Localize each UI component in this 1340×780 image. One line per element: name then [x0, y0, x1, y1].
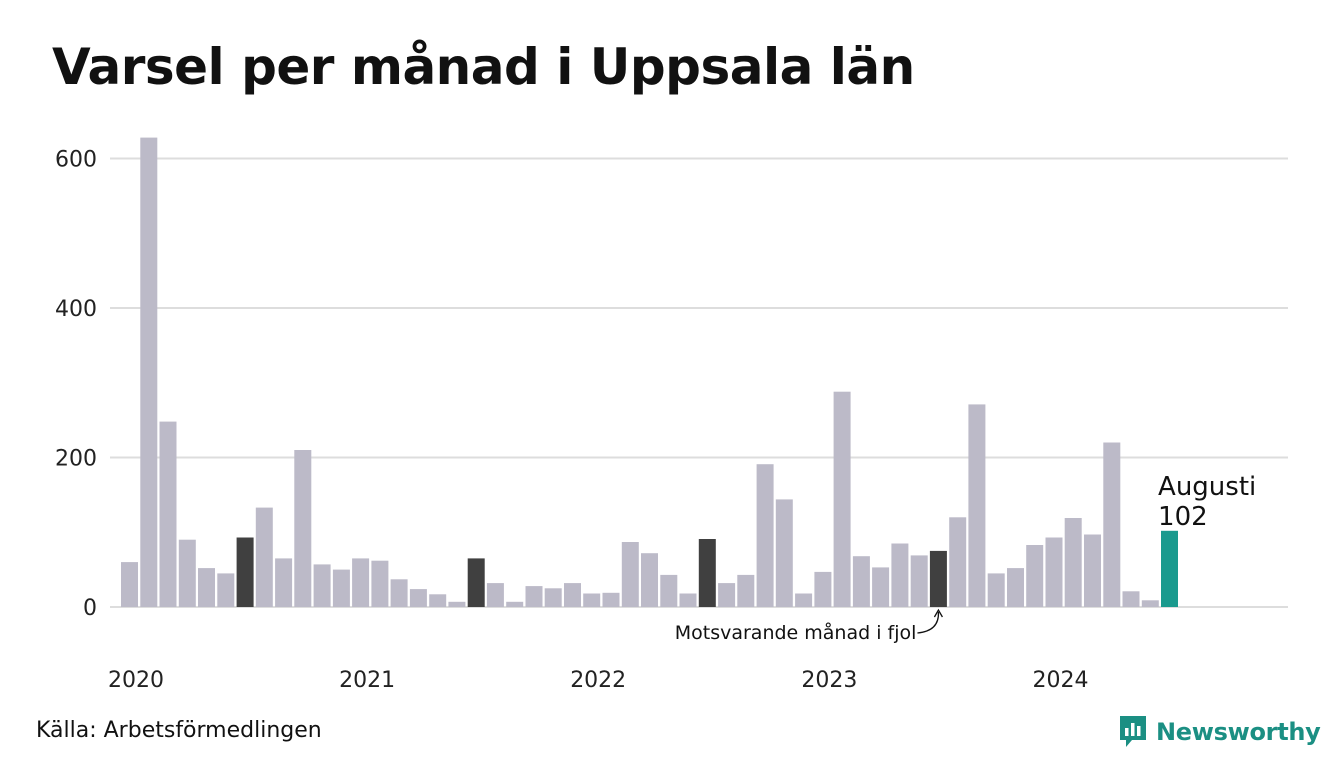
bar	[564, 583, 581, 607]
y-axis-tick-labels: 0 200 400 600	[55, 148, 97, 622]
bar	[1084, 534, 1101, 607]
y-tick-label: 400	[55, 297, 97, 322]
bar	[583, 593, 601, 607]
bar	[641, 553, 658, 607]
bar	[929, 550, 947, 607]
bar	[737, 574, 755, 607]
bar	[1064, 518, 1082, 607]
bar-chart: 0 200 400 600 2020 2021 2022 2023 2024 Augusti1…	[55, 137, 1288, 693]
chart-title: Varsel per månad i Uppsala län	[52, 38, 915, 96]
bar	[140, 137, 158, 607]
brand-logo[interactable]: Newsworthy	[1118, 714, 1321, 750]
bar	[949, 517, 967, 607]
bar	[178, 539, 196, 607]
bar	[1045, 537, 1063, 607]
x-tick-label: 2022	[570, 668, 626, 693]
bar	[506, 601, 524, 607]
bar	[467, 558, 485, 607]
bar	[814, 571, 832, 607]
bar	[872, 567, 890, 607]
bar	[1026, 545, 1044, 607]
bar	[352, 558, 370, 607]
brand-name: Newsworthy	[1156, 718, 1321, 746]
bar	[313, 564, 331, 607]
bar	[987, 573, 1005, 607]
y-tick-label: 200	[55, 447, 97, 472]
newsworthy-logo-icon	[1120, 716, 1146, 747]
bar	[1161, 530, 1178, 607]
current-month-label: Augusti	[1158, 472, 1256, 502]
x-tick-label: 2021	[339, 668, 395, 693]
bar	[121, 562, 138, 607]
bar	[660, 574, 678, 607]
annotation-arrow	[917, 611, 940, 634]
bar	[1103, 442, 1121, 607]
x-tick-label: 2020	[108, 668, 164, 693]
annotation-arrowhead	[933, 608, 943, 618]
bar	[448, 601, 466, 607]
bar	[198, 568, 215, 607]
bar	[371, 560, 389, 607]
bar	[968, 404, 986, 607]
bar	[852, 556, 870, 607]
bar	[332, 569, 350, 607]
bar	[275, 558, 293, 607]
bar	[544, 588, 562, 607]
bar	[294, 450, 312, 607]
bar	[775, 499, 793, 607]
bar	[390, 579, 408, 607]
bar	[698, 539, 716, 607]
bar	[756, 464, 774, 607]
bar	[236, 537, 254, 607]
bar	[1122, 591, 1140, 607]
bar	[217, 573, 235, 607]
bar	[910, 555, 928, 607]
bar	[718, 583, 736, 607]
bar	[679, 593, 697, 607]
bar	[255, 507, 273, 607]
bar	[621, 542, 639, 607]
bar	[833, 391, 851, 607]
x-tick-label: 2023	[801, 668, 857, 693]
bar	[891, 543, 909, 607]
bar	[486, 583, 504, 607]
bar	[159, 421, 177, 607]
x-tick-label: 2024	[1033, 668, 1089, 693]
x-axis-tick-labels: 2020 2021 2022 2023 2024	[108, 668, 1089, 693]
bar	[429, 594, 447, 607]
annotation-text: Motsvarande månad i fjol	[675, 621, 917, 644]
y-tick-label: 600	[55, 148, 97, 173]
bar	[602, 592, 620, 607]
bar	[409, 589, 427, 607]
bar	[525, 586, 543, 607]
bar	[795, 593, 813, 607]
y-tick-label: 0	[83, 596, 97, 621]
bars	[121, 137, 1178, 607]
current-value-label: 102	[1158, 502, 1208, 532]
bar	[1141, 600, 1159, 607]
bar	[1007, 568, 1024, 607]
source-note: Källa: Arbetsförmedlingen	[36, 718, 322, 743]
